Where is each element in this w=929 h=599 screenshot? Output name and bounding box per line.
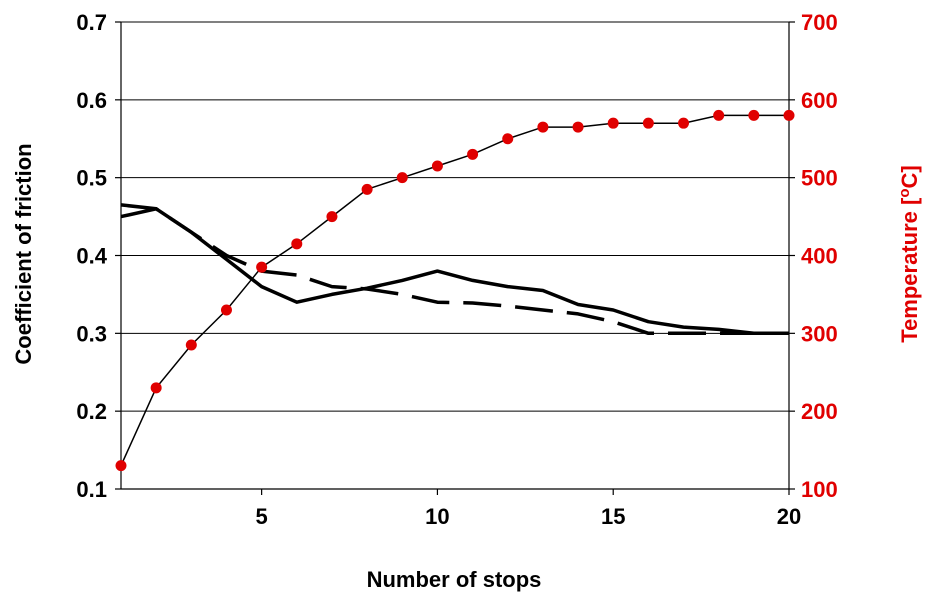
friction-line-solid (120, 203, 789, 336)
right-y-axis-title-superscript: o (896, 188, 913, 197)
temperature-point (678, 117, 690, 129)
friction-line-dashed (120, 207, 789, 336)
temperature-point (607, 117, 619, 129)
temperature-point (396, 172, 408, 184)
left-tick-label: 0.6 (76, 88, 107, 113)
right-tick-label: 600 (801, 88, 838, 113)
left-tick-label: 0.1 (76, 477, 107, 502)
x-tick-label: 10 (425, 504, 449, 529)
left-tick-label: 0.2 (76, 399, 107, 424)
x-tick-label: 5 (256, 504, 268, 529)
left-tick-label: 0.4 (76, 244, 107, 269)
left-tick-label: 0.5 (76, 166, 107, 191)
temperature-point (642, 117, 654, 129)
temperature-point (502, 133, 514, 145)
temperature-point (185, 339, 197, 351)
temperature-point (220, 304, 232, 316)
temperature-point (150, 382, 162, 394)
temperature-point (291, 238, 303, 250)
right-tick-label: 500 (801, 166, 838, 191)
right-y-axis-title-prefix: Temperature [ (897, 197, 922, 343)
temperature-point (361, 183, 373, 195)
right-tick-label: 700 (801, 10, 838, 35)
left-tick-label: 0.3 (76, 321, 107, 346)
x-tick-label: 20 (777, 504, 801, 529)
left-y-axis-title: Coefficient of friction (11, 143, 36, 364)
x-tick-label: 15 (601, 504, 625, 529)
temperature-point (748, 109, 760, 121)
right-tick-label: 400 (801, 244, 838, 269)
temperature-point (115, 460, 127, 472)
right-y-axis-title: Temperature [oC] (896, 165, 922, 342)
left-tick-label: 0.7 (76, 10, 107, 35)
temperature-point (431, 160, 443, 172)
x-axis-title: Number of stops (367, 567, 542, 592)
data-series (115, 109, 795, 472)
temperature-point (713, 109, 725, 121)
temperature-point (572, 121, 584, 133)
right-tick-label: 200 (801, 399, 838, 424)
temperature-line (120, 114, 789, 466)
tick-labels: 0.1 0.2 0.3 0.4 0.5 0.6 0.7 100 200 300 400 500 600 7… (76, 10, 837, 529)
axes (115, 21, 795, 495)
temperature-point (537, 121, 549, 133)
gridlines (121, 21, 789, 412)
temperature-point (467, 148, 479, 160)
temperature-point (783, 109, 795, 121)
right-y-axis-title-suffix: C] (897, 165, 922, 188)
right-tick-label: 100 (801, 477, 838, 502)
temperature-point (256, 261, 268, 273)
temperature-point (326, 211, 338, 223)
right-tick-label: 300 (801, 321, 838, 346)
